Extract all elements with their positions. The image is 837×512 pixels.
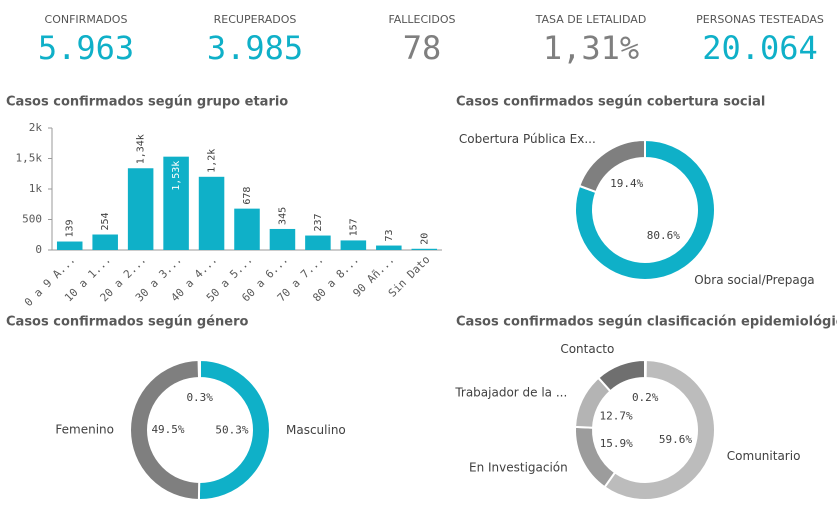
slice-name: Contacto (560, 342, 614, 356)
kpi-label: FALLECIDOS (388, 13, 455, 26)
slice-percent: 15.9% (600, 437, 633, 450)
slice-percent: 80.6% (647, 229, 680, 242)
y-tick-label: 2k (29, 121, 43, 134)
donut-slice (596, 358, 646, 393)
slice-name: Trabajador de la ... (454, 386, 567, 400)
slice-name: Obra social/Prepaga (694, 273, 814, 287)
donut-slice (603, 358, 716, 501)
slice-percent: 49.5% (151, 423, 184, 436)
slice-percent: 59.6% (659, 433, 692, 446)
donut-slice (129, 358, 201, 502)
bar (411, 248, 438, 250)
donut-slice (574, 138, 716, 281)
slice-name: Comunitario (727, 449, 801, 463)
bar (127, 168, 154, 250)
slice-percent: 12.7% (600, 409, 633, 422)
slice-name: Masculino (286, 423, 346, 437)
kpi-value: 78 (403, 29, 442, 67)
donut-slice (578, 138, 646, 194)
value-label: 157 (348, 218, 359, 236)
y-tick-label: 500 (22, 213, 42, 226)
value-label: 678 (242, 187, 253, 205)
value-label: 73 (384, 230, 395, 242)
bar (305, 235, 331, 250)
chart-title: Casos confirmados según grupo etario (6, 95, 288, 110)
value-label: 237 (313, 213, 324, 231)
value-label: 254 (100, 212, 111, 230)
bar (234, 208, 260, 250)
chart-title: Casos confirmados según cobertura social (456, 95, 765, 110)
kpi-label: PERSONAS TESTEADAS (696, 13, 824, 26)
kpi-value: 20.064 (702, 29, 818, 67)
bar (340, 240, 367, 250)
bar (198, 176, 225, 250)
kpi-label: CONFIRMADOS (45, 13, 128, 26)
slice-name: Femenino (55, 423, 114, 437)
chart-title: Casos confirmados según género (6, 315, 249, 330)
y-tick-label: 1k (29, 182, 43, 195)
y-tick-label: 1,5k (16, 152, 43, 165)
slice-percent: 0.2% (632, 391, 659, 404)
kpi-label: RECUPERADOS (214, 13, 297, 26)
bar (269, 228, 296, 250)
slice-percent: 50.3% (215, 423, 248, 436)
bar (163, 156, 189, 250)
slice-percent: 19.4% (610, 177, 643, 190)
value-label: 1,53k (171, 161, 182, 191)
value-label: 1,2k (207, 149, 218, 173)
y-tick-label: 0 (35, 243, 42, 256)
kpi-label: TASA DE LETALIDAD (535, 13, 647, 26)
kpi-value: 3.985 (207, 29, 303, 67)
slice-name: En Investigación (469, 460, 568, 474)
value-label: 1,34k (136, 134, 147, 164)
kpi-value: 1,31% (543, 29, 639, 67)
bar (56, 241, 83, 250)
bar (92, 234, 118, 250)
slice-name: Cobertura Pública Ex... (459, 132, 596, 146)
bar (376, 245, 402, 250)
slice-percent: 0.3% (186, 391, 213, 404)
value-label: 20 (419, 233, 430, 245)
value-label: 345 (277, 207, 288, 225)
donut-slice (574, 425, 617, 489)
chart-title: Casos confirmados según clasificación ep… (456, 315, 837, 330)
value-label: 139 (65, 219, 76, 237)
donut-slice (197, 358, 201, 380)
kpi-value: 5.963 (38, 29, 134, 67)
